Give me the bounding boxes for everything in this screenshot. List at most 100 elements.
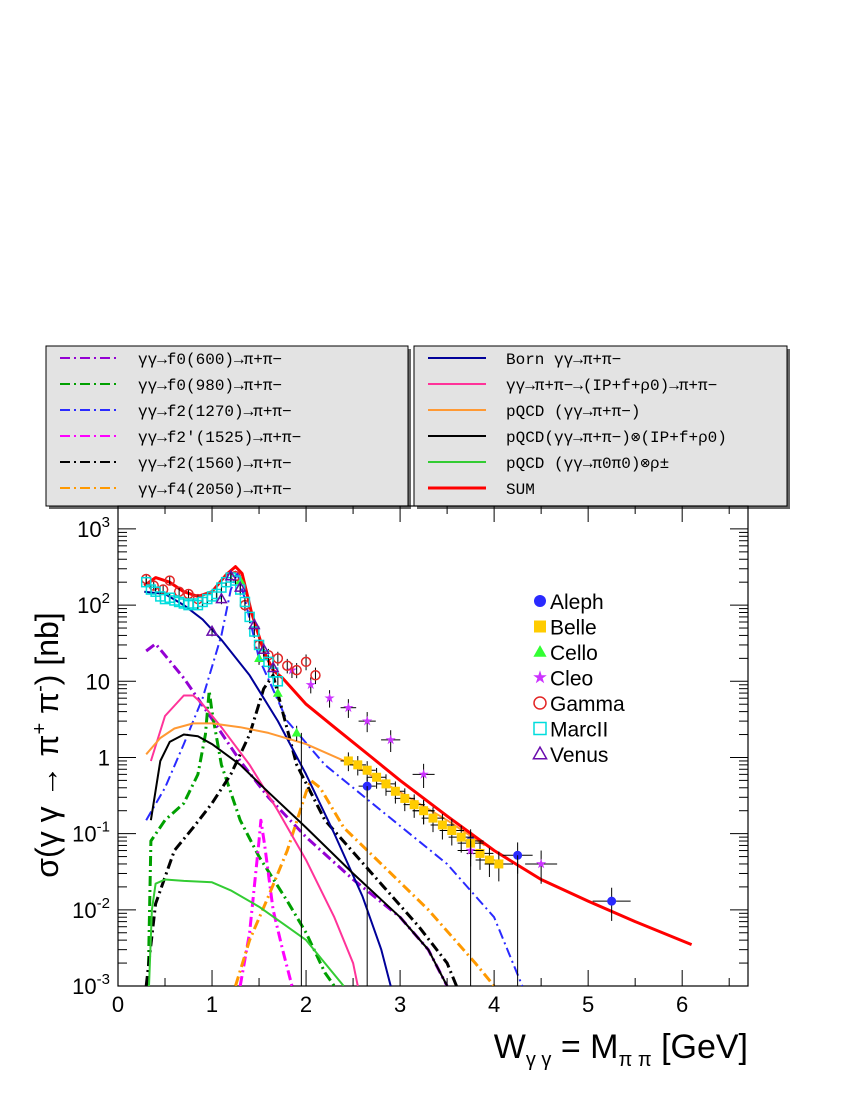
y-tick-label: 103 xyxy=(77,514,110,542)
data-point-cello xyxy=(291,727,302,737)
plot-frame xyxy=(117,505,749,987)
data-point-venus xyxy=(266,661,280,673)
legend-label: γγ→f2(1270)→π+π− xyxy=(138,403,292,421)
data-point-venus xyxy=(224,569,238,581)
data-point-belle xyxy=(494,859,504,869)
data-point-cleo xyxy=(305,679,316,690)
legend-marker-venus xyxy=(532,745,548,760)
data-point-belle xyxy=(409,800,419,810)
data-point-cleo xyxy=(362,715,373,726)
legend-marker-cello xyxy=(533,645,547,657)
data-point-belle xyxy=(343,756,353,766)
data-point-gamma xyxy=(310,670,321,681)
data-point-belle xyxy=(419,806,429,816)
legend-label-cleo: Cleo xyxy=(550,668,593,691)
x-tick-label: 0 xyxy=(112,992,124,1017)
y-tick-label: 10-3 xyxy=(72,971,110,999)
data-point-gamma xyxy=(282,660,293,671)
data-point-gamma xyxy=(164,575,175,586)
legend-label: γγ→f0(600)→π+π− xyxy=(138,351,282,369)
y-tick-label: 10-2 xyxy=(72,895,110,923)
x-tick-label: 3 xyxy=(394,992,406,1017)
axes-group: 0 1 2 3 4 5 6 10-3 10-2 10-1 1 10 102 103 xyxy=(72,505,748,1017)
data-point-venus xyxy=(234,580,247,592)
data-point-marcii xyxy=(272,676,284,687)
legend-marker-cleo xyxy=(533,670,547,684)
data-point-belle xyxy=(447,825,457,835)
data-point-cleo xyxy=(324,692,335,703)
x-axis-label: Wγ γ = Mπ π [GeV] xyxy=(494,1028,748,1071)
x-tick-label: 5 xyxy=(582,992,594,1017)
legend-label: pQCD (γγ→π0π0)⊗ρ± xyxy=(506,455,669,473)
legend-marker-aleph xyxy=(534,595,546,607)
legend-label: γγ→f2′(1525)→π+π− xyxy=(138,429,301,447)
data-point-gamma xyxy=(291,664,302,676)
legend-label-cello: Cello xyxy=(550,642,598,665)
legend-left: γγ→f0(600)→π+π− γγ→f0(980)→π+π− γγ→f2(1270… xyxy=(45,345,411,509)
legend-label: γγ→π+π−→(IP+f+ρ0)→π+π− xyxy=(506,377,717,395)
data-point-venus xyxy=(248,618,261,630)
curve-f2p-1525- xyxy=(238,818,294,986)
data-point-venus xyxy=(205,624,219,636)
legend-marker-belle xyxy=(534,620,546,633)
data-points-group xyxy=(140,569,631,986)
data-point-cleo xyxy=(418,769,429,779)
curve-ip-f-rho0 xyxy=(149,694,359,986)
legend-label-belle: Belle xyxy=(550,617,597,640)
x-tick-label: 4 xyxy=(488,992,500,1017)
legend-label-marcii: MarcII xyxy=(550,719,608,742)
data-point-marcii xyxy=(239,596,251,608)
y-tick-label: 10-1 xyxy=(72,819,110,847)
legend-right: Born γγ→π+π− γγ→π+π−→(IP+f+ρ0)→π+π− pQCD (… xyxy=(413,345,790,509)
data-point-belle xyxy=(381,779,391,789)
y-axis-label: σ(γ γ → π+ π-) [nb] xyxy=(29,612,65,877)
legend-label: pQCD(γγ→π+π−)⊗(IP+f+ρ0) xyxy=(506,429,727,447)
curve-f2-1270- xyxy=(145,572,524,986)
data-point-belle xyxy=(353,760,363,770)
curve-f0-980- xyxy=(146,689,336,986)
curve-f2-1560- xyxy=(144,673,458,986)
curve-born xyxy=(144,590,392,986)
legend-marker-marcii xyxy=(533,721,547,736)
data-point-cleo xyxy=(536,858,547,869)
legend-label: γγ→f0(980)→π+π− xyxy=(138,377,282,395)
legend-label: γγ→f4(2050)→π+π− xyxy=(138,481,292,499)
curve-pqcdxipfrho xyxy=(149,733,448,986)
legend-label-venus: Venus xyxy=(550,744,608,767)
curve-f4-2050- xyxy=(234,778,496,986)
data-point-belle xyxy=(390,786,400,796)
data-point-belle xyxy=(437,820,447,830)
legend-label: Born γγ→π+π− xyxy=(506,351,621,369)
data-point-aleph xyxy=(607,896,617,906)
data-point-marcii xyxy=(244,611,255,623)
y-tick-label: 102 xyxy=(77,590,110,618)
x-tick-label: 2 xyxy=(300,992,312,1017)
legend-label-aleph: Aleph xyxy=(550,591,604,614)
data-point-belle xyxy=(484,855,494,865)
curve-pqcdrho xyxy=(148,878,345,986)
data-point-gamma xyxy=(300,656,312,668)
x-tick-label: 6 xyxy=(676,992,688,1017)
data-point-cleo xyxy=(385,734,396,745)
legend-label: SUM xyxy=(506,481,535,499)
data-point-venus xyxy=(215,592,228,604)
legend-label: pQCD (γγ→π+π−) xyxy=(506,403,640,421)
curves-group xyxy=(143,565,693,986)
legend-label: γγ→f2(1560)→π+π− xyxy=(138,455,292,473)
y-tick-label: 10 xyxy=(86,669,110,694)
data-point-cleo xyxy=(343,702,354,713)
legend-label-gamma: Gamma xyxy=(550,693,625,716)
data-point-belle xyxy=(428,813,438,823)
data-point-belle xyxy=(456,832,466,842)
data-point-belle xyxy=(400,793,410,803)
data-point-belle xyxy=(372,772,382,782)
y-tick-label: 1 xyxy=(98,745,110,770)
x-tick-label: 1 xyxy=(206,992,218,1017)
data-point-belle xyxy=(475,848,485,858)
data-point-belle xyxy=(362,765,372,775)
data-point-venus xyxy=(257,642,270,655)
data-point-cello xyxy=(272,687,283,697)
legend-marker-gamma xyxy=(533,696,547,710)
